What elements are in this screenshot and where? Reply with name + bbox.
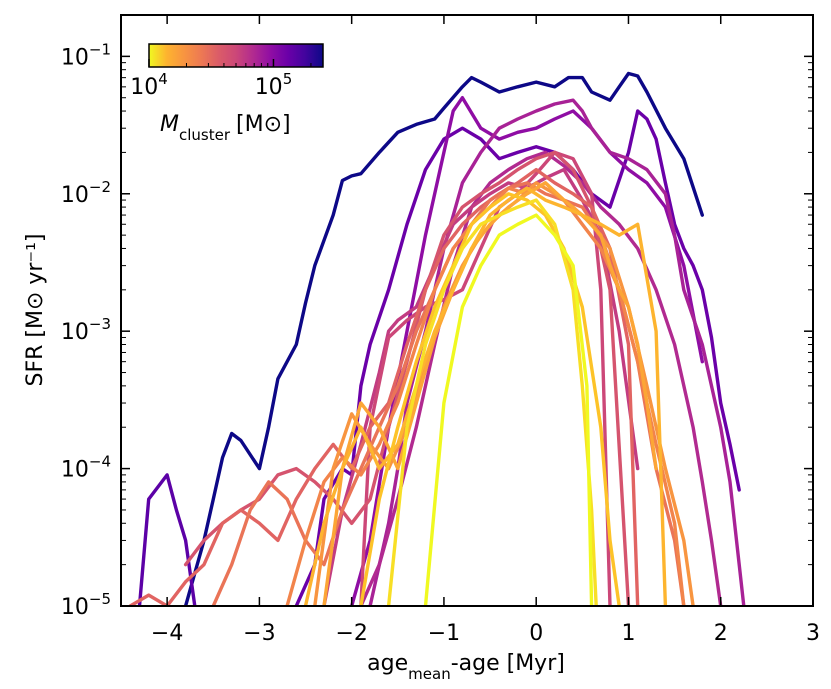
colorbar-tick-label: 104 — [130, 70, 168, 100]
x-tick-label: −4 — [151, 621, 183, 646]
y-tick-label: 10−5 — [61, 590, 111, 620]
y-axis-label: SFR [M⊙ yr⁻¹] — [23, 234, 48, 387]
y-tick-label: 10−4 — [61, 453, 111, 483]
colorbar-label-sub: cluster — [179, 126, 231, 144]
x-tick-label: 3 — [806, 621, 820, 646]
x-axis-label: agemean-age [Myr] — [367, 651, 565, 683]
x-tick-label: 1 — [621, 621, 635, 646]
colorbar-label-unit: [M⊙] — [236, 112, 291, 137]
series-line-18 — [423, 213, 594, 606]
series-line-6 — [359, 150, 723, 606]
colorbar-label-main: M — [160, 112, 179, 137]
x-axis-label-sub: mean — [408, 665, 451, 683]
series-line-14 — [322, 181, 658, 606]
x-axis-label-main: age — [367, 651, 408, 676]
x-tick-label: −3 — [243, 621, 275, 646]
plot-area — [121, 15, 813, 606]
x-axis-label-rest: -age [Myr] — [451, 651, 565, 676]
series-line-2 — [137, 473, 197, 606]
series-line-1 — [183, 71, 704, 606]
colorbar: 104 105 Mcluster [M⊙] — [130, 43, 324, 144]
x-axis-ticks: −4 −3 −2 −1 0 1 2 3 — [151, 15, 820, 646]
plot-frame — [120, 14, 814, 607]
colorbar-tick-label: 105 — [255, 70, 293, 100]
series-line-15 — [303, 186, 668, 606]
series-line-16 — [359, 192, 621, 606]
series-line-5 — [368, 98, 746, 606]
series-line-17 — [386, 198, 598, 606]
series-layer — [128, 71, 746, 606]
x-tick-label: −2 — [335, 621, 367, 646]
y-tick-label: 10−2 — [61, 178, 111, 208]
x-tick-label: 0 — [529, 621, 543, 646]
series-line-8 — [359, 150, 612, 606]
y-axis-ticks: 10−5 10−4 10−3 10−2 10−1 — [61, 14, 813, 620]
colorbar-label: Mcluster [M⊙] — [160, 112, 291, 144]
x-tick-label: −1 — [428, 621, 460, 646]
y-tick-label: 10−3 — [61, 315, 111, 345]
y-tick-label: 10−1 — [61, 40, 111, 70]
colorbar-ticks: 104 105 — [130, 59, 312, 100]
x-tick-label: 2 — [714, 621, 728, 646]
series-line-4 — [350, 95, 704, 606]
